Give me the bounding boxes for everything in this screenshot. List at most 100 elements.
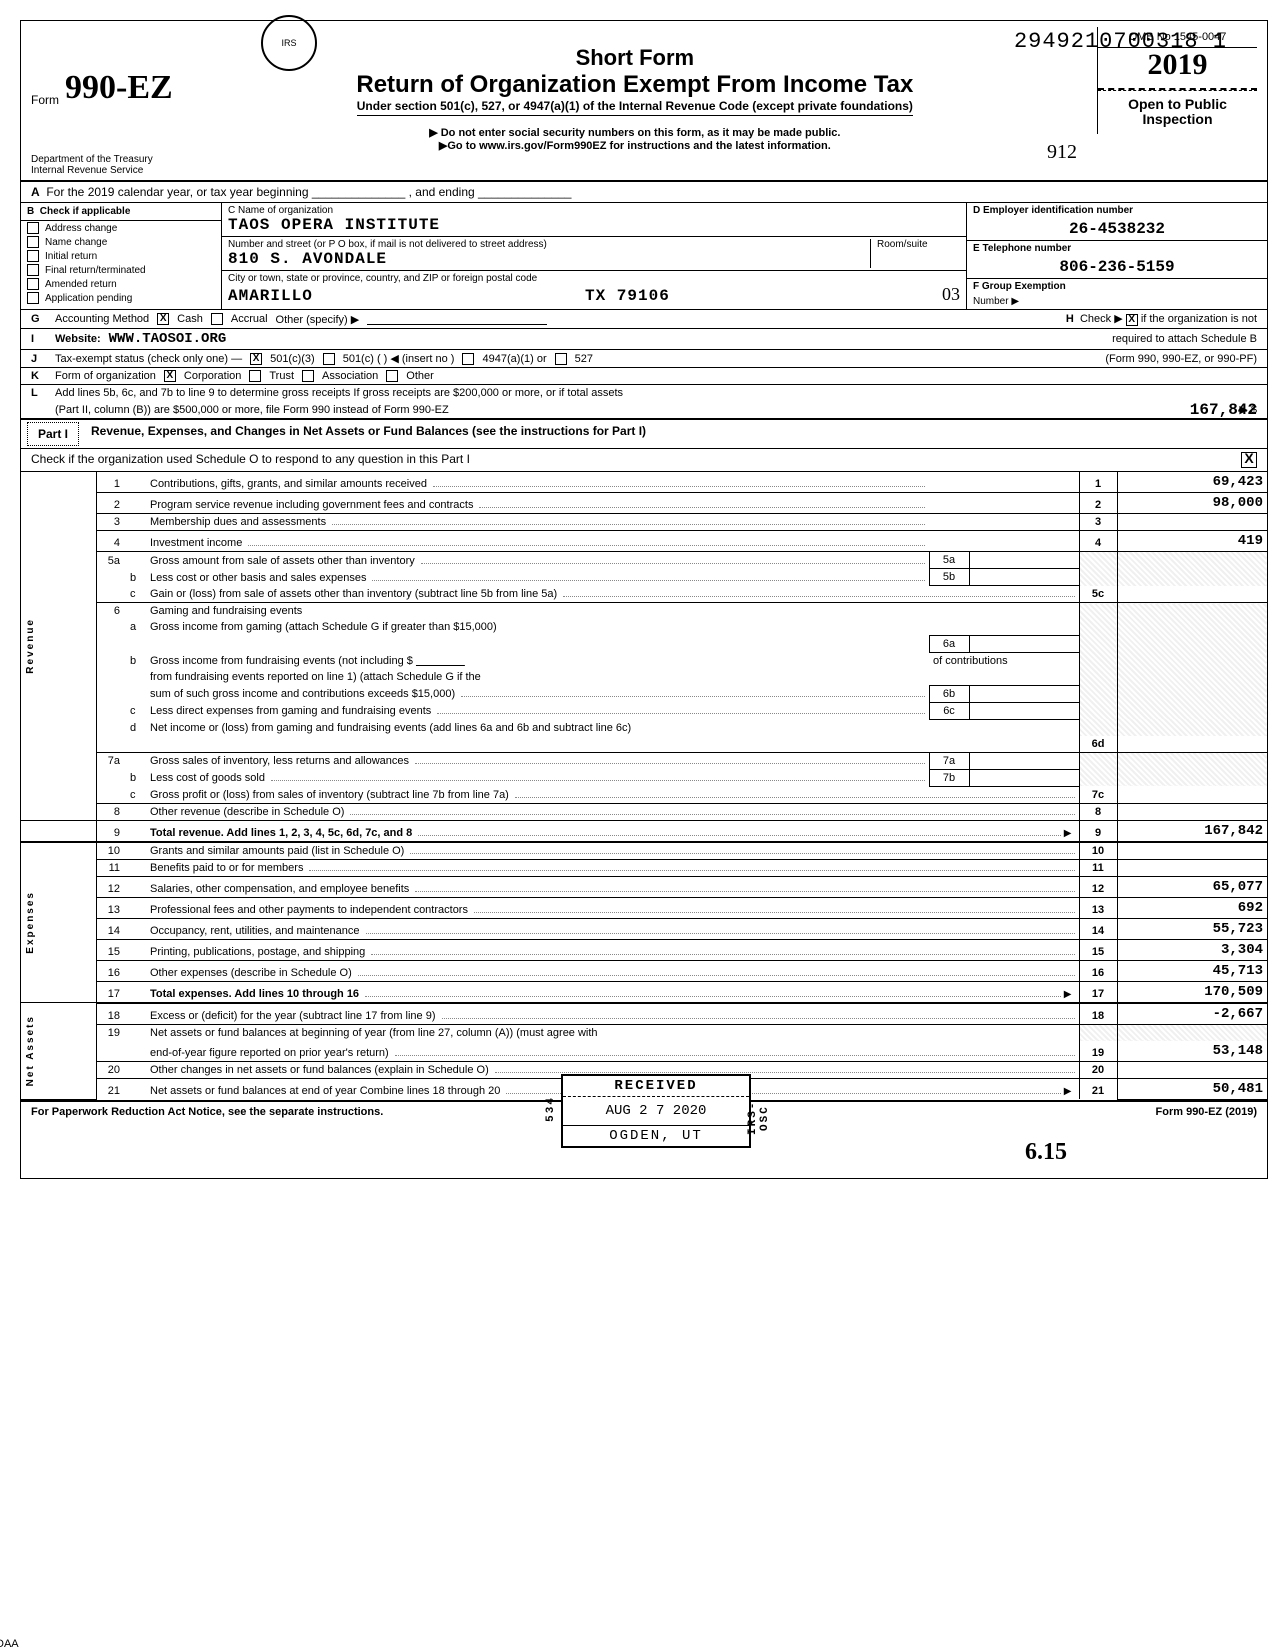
col-D: D Employer identification number 26-4538… xyxy=(967,203,1267,309)
telephone: 806-236-5159 xyxy=(967,256,1267,278)
dept-irs: Internal Revenue Service xyxy=(31,165,153,176)
dept-row: Department of the Treasury Internal Reve… xyxy=(21,152,1267,182)
ein: 26-4538232 xyxy=(967,218,1267,240)
line-8-value xyxy=(1117,803,1267,820)
omb-number: OMB No 1545-0047 xyxy=(1098,27,1257,48)
stamp-side-right: IRS-OSC xyxy=(747,1090,771,1146)
side-label-revenue: Revenue xyxy=(25,618,36,674)
line-3-value xyxy=(1117,514,1267,531)
line-4-value: 419 xyxy=(1117,531,1267,552)
chk-other-org[interactable] xyxy=(386,370,398,382)
chk-name-change[interactable] xyxy=(27,236,39,248)
line-20-value xyxy=(1117,1061,1267,1078)
chk-schedule-o[interactable]: X xyxy=(1241,452,1257,468)
chk-application-pending[interactable] xyxy=(27,292,39,304)
block-B-C-D: B Check if applicable Address change Nam… xyxy=(21,203,1267,310)
line-21-value: 50,481 xyxy=(1117,1078,1267,1099)
part1-header: Part I Revenue, Expenses, and Changes in… xyxy=(21,418,1267,449)
line-11-value xyxy=(1117,859,1267,876)
line-14-value: 55,723 xyxy=(1117,918,1267,939)
scanned-stamp: SCANNED JUL 0 7 2021 xyxy=(0,730,2,938)
chk-corporation[interactable]: X xyxy=(164,370,176,382)
line-6d-value xyxy=(1117,736,1267,753)
stamp-side-left: 534 xyxy=(545,1096,557,1122)
org-address: 810 S. AVONDALE xyxy=(228,250,870,268)
stamp-received: RECEIVED xyxy=(563,1078,749,1097)
irs-seal-icon: IRS xyxy=(261,15,317,71)
form-word: Form xyxy=(31,93,59,107)
label-ein: D Employer identification number xyxy=(967,203,1267,218)
row-L2: (Part II, column (B)) are $500,000 or mo… xyxy=(21,401,1267,418)
title-warn: ▶ Do not enter social security numbers o… xyxy=(273,126,997,139)
row-L1: L Add lines 5b, 6c, and 7b to line 9 to … xyxy=(21,385,1267,401)
chk-501c[interactable] xyxy=(323,353,335,365)
chk-501c3[interactable]: X xyxy=(250,353,262,365)
daa-label: DAA xyxy=(0,1638,19,1650)
chk-4947a1[interactable] xyxy=(462,353,474,365)
line-12-value: 65,077 xyxy=(1117,876,1267,897)
chk-initial-return[interactable] xyxy=(27,250,39,262)
ledger-table: Revenue 1 Contributions, gifts, grants, … xyxy=(21,472,1267,1100)
chk-address-change[interactable] xyxy=(27,222,39,234)
chk-trust[interactable] xyxy=(249,370,261,382)
line-15-value: 3,304 xyxy=(1117,939,1267,960)
part1-check-row: Check if the organization used Schedule … xyxy=(21,449,1267,472)
label-city: City or town, state or province, country… xyxy=(228,273,960,284)
row-I: I Website: WWW.TAOSOI.ORG required to at… xyxy=(21,329,1267,350)
line-18-value: -2,667 xyxy=(1117,1003,1267,1025)
form-page: 2949210700318 1 IRS Form 990-EZ Short Fo… xyxy=(20,20,1268,1179)
handwritten-03: 03 xyxy=(942,284,960,305)
group-exemption-number: Number ▶ xyxy=(967,294,1267,309)
top-right-box: OMB No 1545-0047 2019 Open to Public Ins… xyxy=(1097,27,1257,134)
row-G-H: G Accounting Method XCash Accrual Other … xyxy=(21,310,1267,329)
side-label-netassets: Net Assets xyxy=(25,1015,36,1086)
label-address: Number and street (or P O box, if mail i… xyxy=(228,239,870,250)
col-C: C Name of organization TAOS OPERA INSTIT… xyxy=(221,203,967,309)
label-group-exemption: F Group Exemption xyxy=(967,278,1267,294)
side-label-expenses: Expenses xyxy=(25,891,36,954)
tax-year: 2019 xyxy=(1098,48,1257,90)
gross-receipts: 167,842 xyxy=(1190,401,1257,419)
website: WWW.TAOSOI.ORG xyxy=(109,331,227,347)
col-B: B Check if applicable Address change Nam… xyxy=(21,203,221,309)
chk-cash[interactable]: X xyxy=(157,313,169,325)
label-telephone: E Telephone number xyxy=(967,240,1267,256)
chk-final-return[interactable] xyxy=(27,264,39,276)
chk-amended-return[interactable] xyxy=(27,278,39,290)
chk-H[interactable]: X xyxy=(1126,314,1138,326)
handwritten-note: 912 xyxy=(1047,141,1077,164)
form-ref: Form 990-EZ (2019) xyxy=(1156,1106,1257,1118)
chk-527[interactable] xyxy=(555,353,567,365)
chk-accrual[interactable] xyxy=(211,313,223,325)
row-J: J Tax-exempt status (check only one) — X… xyxy=(21,350,1267,368)
title-main: Return of Organization Exempt From Incom… xyxy=(273,71,997,99)
form-number: 990-EZ xyxy=(65,69,173,107)
line-1-value: 69,423 xyxy=(1117,472,1267,493)
line-17-value: 170,509 xyxy=(1117,981,1267,1003)
stamp-location: OGDEN, UT xyxy=(563,1125,749,1144)
chk-association[interactable] xyxy=(302,370,314,382)
line-16-value: 45,713 xyxy=(1117,960,1267,981)
line-13-value: 692 xyxy=(1117,897,1267,918)
line-19-value: 53,148 xyxy=(1117,1041,1267,1062)
title-short: Short Form xyxy=(273,45,997,71)
line-2-value: 98,000 xyxy=(1117,493,1267,514)
dept-treasury: Department of the Treasury xyxy=(31,154,153,165)
line-9-value: 167,842 xyxy=(1117,820,1267,842)
form-number-block: Form 990-EZ xyxy=(31,27,173,107)
label-org-name: C Name of organization xyxy=(228,205,960,216)
row-A: A For the 2019 calendar year, or tax yea… xyxy=(21,182,1267,203)
part1-tag: Part I xyxy=(27,422,79,446)
line-7c-value xyxy=(1117,786,1267,803)
org-name: TAOS OPERA INSTITUTE xyxy=(228,216,960,234)
line-5c-value xyxy=(1117,586,1267,603)
received-stamp: RECEIVED AUG 2 7 2020 OGDEN, UT 534 IRS-… xyxy=(561,1074,751,1148)
stamp-date: AUG 2 7 2020 xyxy=(563,1097,749,1125)
part1-title: Revenue, Expenses, and Changes in Net As… xyxy=(85,420,1267,448)
org-city: AMARILLO xyxy=(228,287,313,305)
title-sub: Under section 501(c), 527, or 4947(a)(1)… xyxy=(357,99,913,116)
row-K: K Form of organization XCorporation Trus… xyxy=(21,368,1267,385)
title-goto: ▶Go to www.irs.gov/Form990EZ for instruc… xyxy=(273,139,997,152)
pra-notice: For Paperwork Reduction Act Notice, see … xyxy=(31,1106,383,1118)
org-state-zip: TX 79106 xyxy=(585,287,670,305)
